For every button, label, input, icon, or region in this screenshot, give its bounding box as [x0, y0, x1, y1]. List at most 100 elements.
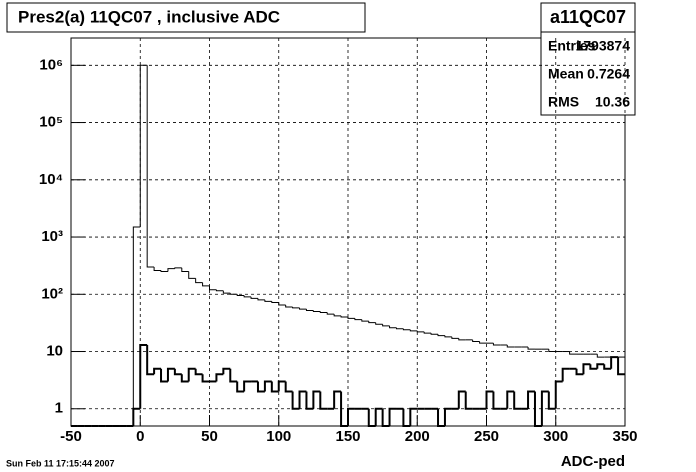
- histogram-bin: [319, 311, 328, 314]
- histogram-bin: [243, 380, 252, 392]
- histogram-bin: [540, 390, 549, 426]
- histogram-bin: [402, 408, 411, 427]
- histogram-bin: [457, 390, 466, 409]
- histogram-bin: [180, 374, 189, 383]
- y-tick-label: 10: [46, 342, 63, 359]
- histogram-bin: [479, 341, 487, 344]
- histogram-bin: [256, 381, 265, 393]
- histogram-bin: [388, 407, 397, 426]
- y-tick-label: 10⁶: [39, 56, 63, 73]
- histogram-bin: [423, 331, 432, 334]
- stats-label: RMS: [548, 94, 579, 110]
- histogram-bin: [271, 301, 279, 303]
- histogram-bin: [347, 317, 355, 319]
- histogram-bin: [548, 349, 556, 353]
- histogram-bin: [139, 64, 148, 227]
- histogram-bin: [527, 346, 535, 350]
- histogram-bin: [236, 294, 245, 297]
- stats-value: 1793874: [575, 38, 630, 54]
- histogram-bin: [472, 339, 480, 342]
- x-tick-label: 250: [474, 428, 499, 445]
- histogram-bin: [195, 278, 203, 284]
- histogram-bin: [326, 312, 335, 315]
- histogram-bin: [389, 325, 397, 329]
- histogram-bin: [506, 390, 515, 409]
- stats-label: Mean: [548, 66, 584, 82]
- histogram-bin: [430, 333, 439, 335]
- x-tick-label: 100: [266, 428, 291, 445]
- histogram-bin: [132, 407, 141, 426]
- histogram-bin: [451, 336, 459, 339]
- histogram-bin: [187, 367, 196, 382]
- histogram-bin: [146, 345, 155, 376]
- stats-value: 0.7264: [587, 66, 630, 82]
- histogram-bin: [264, 299, 272, 302]
- histogram-bin: [610, 356, 619, 369]
- histogram-bin: [312, 390, 321, 409]
- histogram-bin: [292, 306, 300, 309]
- stats-label: Entries: [548, 38, 596, 54]
- histogram-bin: [305, 309, 314, 312]
- histogram-bin: [209, 285, 217, 291]
- histogram-bin: [437, 408, 445, 427]
- x-tick-label: 150: [335, 428, 360, 445]
- histogram-bin: [367, 408, 376, 427]
- histogram-bin: [250, 296, 258, 299]
- x-tick-label: 300: [543, 428, 568, 445]
- x-tick-label: 0: [136, 428, 144, 445]
- histogram-bin: [575, 368, 584, 376]
- x-tick-label: 200: [405, 428, 430, 445]
- histogram-bin: [333, 314, 342, 317]
- chart-title: Pres2(a) 11QC07 , inclusive ADC: [18, 7, 280, 26]
- histogram-bin: [374, 407, 383, 426]
- histogram-bin: [513, 391, 522, 410]
- histogram-bin: [229, 368, 238, 383]
- histogram-bin: [375, 322, 383, 325]
- histogram-bin: [554, 380, 563, 409]
- histogram-bin: [201, 374, 210, 383]
- histogram-bin: [298, 390, 307, 409]
- y-tick-label: 10³: [41, 228, 63, 245]
- histogram-bin: [458, 338, 466, 341]
- stats-value: 10.36: [595, 94, 630, 110]
- histogram-bin: [173, 368, 182, 376]
- histogram-bin: [561, 367, 570, 382]
- x-axis-label: ADC-ped: [561, 453, 625, 470]
- histogram-bin: [506, 345, 515, 348]
- histogram-bin: [437, 334, 445, 337]
- histogram-bin: [299, 307, 307, 310]
- histogram-bin: [333, 390, 342, 409]
- histogram-bin: [340, 315, 348, 318]
- histogram-bin: [409, 407, 418, 426]
- histogram-bin: [319, 391, 328, 410]
- histogram-bin: [257, 298, 265, 301]
- y-tick-label: 10⁵: [39, 114, 63, 131]
- histogram-bin: [443, 407, 452, 426]
- histogram-bin: [146, 65, 155, 268]
- histogram-bin: [222, 367, 231, 375]
- histogram-bin: [160, 270, 168, 273]
- histogram-bin: [167, 268, 175, 272]
- histogram-bin: [285, 304, 293, 308]
- histogram-bin: [153, 367, 162, 375]
- histogram-bin: [485, 390, 494, 409]
- histogram-bin: [229, 293, 238, 295]
- histogram-bin: [596, 363, 605, 369]
- histogram-bin: [270, 381, 279, 393]
- histogram-bin: [194, 368, 203, 376]
- histogram-bin: [354, 318, 362, 321]
- histogram-bin: [166, 367, 175, 382]
- histogram-bin: [312, 310, 321, 313]
- histogram-bin: [215, 373, 224, 382]
- histogram-bin: [202, 282, 210, 287]
- histogram-bin: [222, 290, 231, 294]
- histogram-bin: [569, 351, 577, 355]
- histogram-bin: [527, 390, 535, 409]
- histogram-bin: [181, 267, 189, 273]
- histogram-bin: [416, 330, 425, 333]
- histogram-bin: [347, 407, 355, 426]
- y-tick-label: 10⁴: [39, 171, 63, 188]
- histogram-bin: [174, 267, 182, 269]
- histogram-bin: [582, 363, 591, 375]
